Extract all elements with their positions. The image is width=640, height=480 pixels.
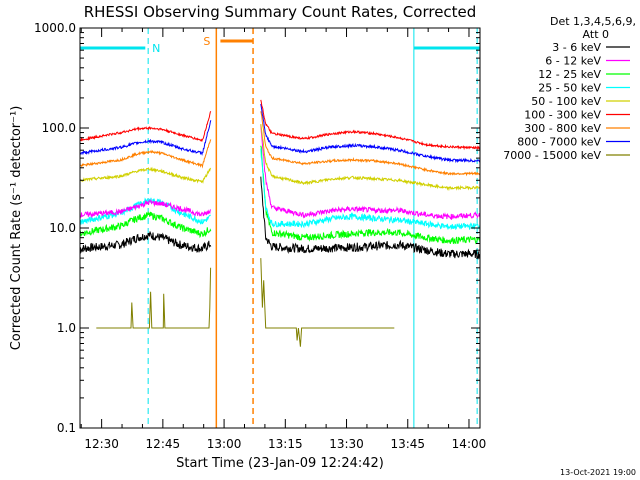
series-line-3-6-kev bbox=[79, 176, 481, 261]
y-tick-label: 1000.0 bbox=[34, 21, 76, 35]
y-axis: 0.1 1.0 10.0 100.0 1000.0 bbox=[34, 21, 480, 435]
generated-timestamp: 13-Oct-2021 19:00 bbox=[560, 468, 636, 477]
x-tick-label: 12:30 bbox=[84, 437, 119, 451]
saa-flag-label: S bbox=[203, 35, 210, 48]
x-tick-label: 12:45 bbox=[146, 437, 181, 451]
y-tick-label: 10.0 bbox=[49, 221, 76, 235]
legend-header-line-2: Att 0 bbox=[583, 28, 609, 41]
legend-label: 7000 - 15000 keV bbox=[503, 149, 601, 162]
series-line-50-100-kev bbox=[79, 124, 481, 192]
y-tick-label: 0.1 bbox=[57, 421, 76, 435]
chart-title: RHESSI Observing Summary Count Rates, Co… bbox=[84, 3, 477, 21]
legend-label: 800 - 7000 keV bbox=[517, 136, 601, 149]
legend-label: 25 - 50 keV bbox=[538, 82, 601, 95]
series-line-6-12-kev bbox=[79, 124, 481, 221]
x-tick-label: 13:45 bbox=[390, 437, 425, 451]
x-axis: 12:30 12:45 13:00 13:15 13:30 13:45 14:00 bbox=[80, 28, 487, 451]
legend-label: 6 - 12 keV bbox=[545, 55, 601, 68]
series-line-7000-15000-kev bbox=[96, 258, 395, 347]
legend-header-line-1: Det 1,3,4,5,6,9, bbox=[550, 15, 636, 28]
legend-label: 12 - 25 keV bbox=[538, 68, 601, 81]
legend-label: 3 - 6 keV bbox=[552, 41, 601, 54]
y-axis-label: Corrected Count Rate (s⁻¹ detector⁻¹) bbox=[9, 106, 24, 351]
series-line-25-50-kev bbox=[79, 148, 481, 231]
y-tick-label: 1.0 bbox=[57, 321, 76, 335]
x-tick-label: 14:00 bbox=[452, 437, 487, 451]
x-tick-label: 13:00 bbox=[207, 437, 242, 451]
night-flag-label: N bbox=[152, 42, 160, 55]
series-line-300-800-kev bbox=[79, 111, 481, 177]
legend-label: 100 - 300 keV bbox=[524, 109, 601, 122]
x-tick-label: 13:30 bbox=[329, 437, 364, 451]
y-tick-label: 100.0 bbox=[42, 121, 76, 135]
legend-label: 300 - 800 keV bbox=[524, 122, 601, 135]
plot-frame bbox=[79, 27, 481, 429]
legend-label: 50 - 100 keV bbox=[531, 95, 601, 108]
series-line-800-7000-kev bbox=[79, 103, 481, 164]
plot-area: NS bbox=[79, 28, 481, 428]
x-axis-label: Start Time (23-Jan-09 12:24:42) bbox=[176, 456, 384, 471]
x-tick-label: 13:15 bbox=[268, 437, 303, 451]
series-line-100-300-kev bbox=[79, 99, 481, 151]
series-line-12-25-kev bbox=[79, 145, 481, 245]
